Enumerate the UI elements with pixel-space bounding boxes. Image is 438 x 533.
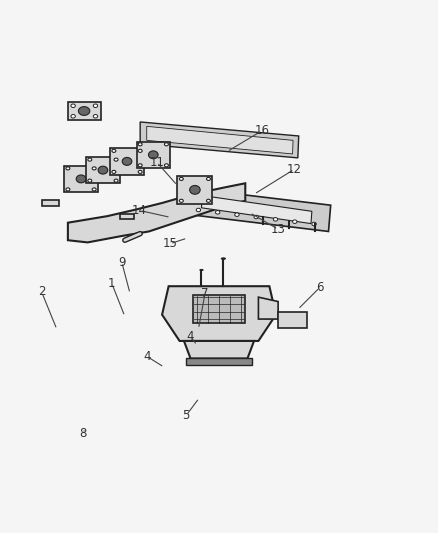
Ellipse shape [78,107,90,115]
Text: 11: 11 [149,156,164,169]
Text: 13: 13 [271,223,286,236]
Polygon shape [184,341,254,359]
Text: 9: 9 [118,256,126,269]
Ellipse shape [196,208,201,212]
Ellipse shape [148,151,158,159]
Ellipse shape [71,104,75,108]
Polygon shape [258,297,278,319]
Polygon shape [86,157,120,183]
Ellipse shape [138,149,142,152]
Polygon shape [42,200,59,206]
Polygon shape [68,102,101,120]
Polygon shape [186,359,252,365]
Ellipse shape [114,158,118,161]
Text: 2: 2 [38,285,46,298]
Text: 1: 1 [108,277,116,289]
Ellipse shape [88,179,92,182]
Ellipse shape [138,164,142,167]
Ellipse shape [93,115,98,118]
Ellipse shape [312,222,316,226]
Text: 4: 4 [143,350,151,363]
Polygon shape [64,166,98,192]
Polygon shape [137,142,170,168]
Ellipse shape [112,149,116,152]
Text: 12: 12 [287,163,302,176]
Polygon shape [140,122,299,158]
Polygon shape [184,188,331,231]
Text: 6: 6 [316,281,324,294]
Ellipse shape [235,213,239,216]
Ellipse shape [180,177,184,181]
Ellipse shape [254,215,258,219]
Polygon shape [147,126,293,154]
Ellipse shape [164,143,168,146]
Polygon shape [177,176,212,204]
Ellipse shape [88,158,92,161]
Ellipse shape [207,177,210,181]
Ellipse shape [66,167,70,170]
Ellipse shape [76,175,86,183]
Ellipse shape [114,179,118,182]
Ellipse shape [71,115,75,118]
Polygon shape [278,312,307,328]
Ellipse shape [112,171,116,173]
Ellipse shape [190,185,200,194]
Ellipse shape [138,171,142,173]
Ellipse shape [138,143,142,146]
Text: 5: 5 [183,409,190,422]
Ellipse shape [180,199,184,203]
Ellipse shape [66,188,70,191]
Polygon shape [68,183,245,243]
Polygon shape [201,196,312,223]
Ellipse shape [199,269,204,271]
Text: 8: 8 [80,427,87,440]
Ellipse shape [92,167,96,170]
Ellipse shape [98,166,108,174]
Polygon shape [120,214,134,219]
Ellipse shape [293,220,297,223]
Ellipse shape [215,211,220,214]
Polygon shape [162,286,276,341]
Ellipse shape [221,257,226,260]
Ellipse shape [273,217,278,221]
Polygon shape [110,148,144,174]
Text: 15: 15 [162,237,177,250]
Text: 16: 16 [254,124,269,137]
Ellipse shape [122,157,132,165]
Ellipse shape [164,164,168,167]
Text: 14: 14 [132,204,147,217]
Ellipse shape [93,104,98,108]
Ellipse shape [207,199,210,203]
Text: 7: 7 [201,287,209,300]
Text: 4: 4 [187,330,194,343]
Polygon shape [193,295,245,324]
Ellipse shape [92,188,96,191]
